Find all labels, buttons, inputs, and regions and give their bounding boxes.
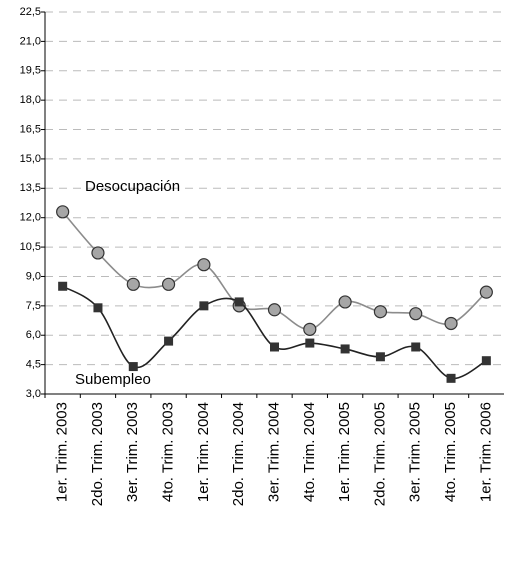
x-tick-label: 4to. Trim. 2004: [301, 402, 318, 502]
data-point: [199, 301, 209, 311]
x-tick-label: 2do. Trim. 2003: [89, 402, 106, 506]
y-tick-label: 22,5: [20, 6, 41, 18]
data-point: [340, 344, 350, 354]
y-tick-label: 6,0: [26, 329, 41, 341]
data-point: [126, 277, 140, 291]
y-tick-label: 9,0: [26, 270, 41, 282]
data-point: [338, 295, 352, 309]
data-point: [128, 362, 138, 372]
y-tick-label: 10,5: [20, 241, 41, 253]
y-tick-label: 7,5: [26, 300, 41, 312]
x-tick-label: 3er. Trim. 2003: [124, 402, 141, 502]
y-tick-label: 21,0: [20, 35, 41, 47]
y-tick-label: 4,5: [26, 359, 41, 371]
data-point: [479, 285, 493, 299]
data-point: [58, 281, 68, 291]
data-point: [56, 205, 70, 219]
data-point: [411, 342, 421, 352]
data-point: [93, 303, 103, 313]
x-tick-label: 3er. Trim. 2004: [265, 402, 282, 502]
x-tick-label: 1er. Trim. 2006: [477, 402, 494, 502]
x-tick-label: 1er. Trim. 2004: [195, 402, 212, 502]
x-tick-label: 4to. Trim. 2005: [442, 402, 459, 502]
y-tick-label: 16,5: [20, 123, 41, 135]
x-tick-label: 3er. Trim. 2005: [407, 402, 424, 502]
x-tick-label: 4to. Trim. 2003: [160, 402, 177, 502]
series-label: Desocupación: [85, 178, 180, 195]
data-point: [197, 258, 211, 272]
data-point: [409, 307, 423, 321]
y-tick-label: 18,0: [20, 94, 41, 106]
data-point: [303, 322, 317, 336]
data-point: [234, 297, 244, 307]
y-tick-label: 19,5: [20, 65, 41, 77]
x-tick-label: 2do. Trim. 2004: [230, 402, 247, 506]
data-point: [91, 246, 105, 260]
data-point: [305, 338, 315, 348]
data-point: [446, 373, 456, 383]
data-point: [164, 336, 174, 346]
series-label: Subempleo: [75, 371, 151, 388]
y-tick-label: 3,0: [26, 388, 41, 400]
data-point: [444, 316, 458, 331]
x-tick-label: 1er. Trim. 2003: [54, 402, 71, 502]
y-tick-label: 12,0: [20, 212, 41, 224]
data-point: [375, 352, 385, 362]
x-tick-label: 2do. Trim. 2005: [371, 402, 388, 506]
data-point: [481, 356, 491, 366]
y-tick-label: 15,0: [20, 153, 41, 165]
x-tick-label: 1er. Trim. 2005: [336, 402, 353, 502]
data-point: [270, 342, 279, 352]
data-point: [373, 305, 388, 319]
data-point: [161, 277, 176, 291]
data-point: [267, 303, 282, 317]
y-tick-label: 13,5: [20, 182, 41, 194]
